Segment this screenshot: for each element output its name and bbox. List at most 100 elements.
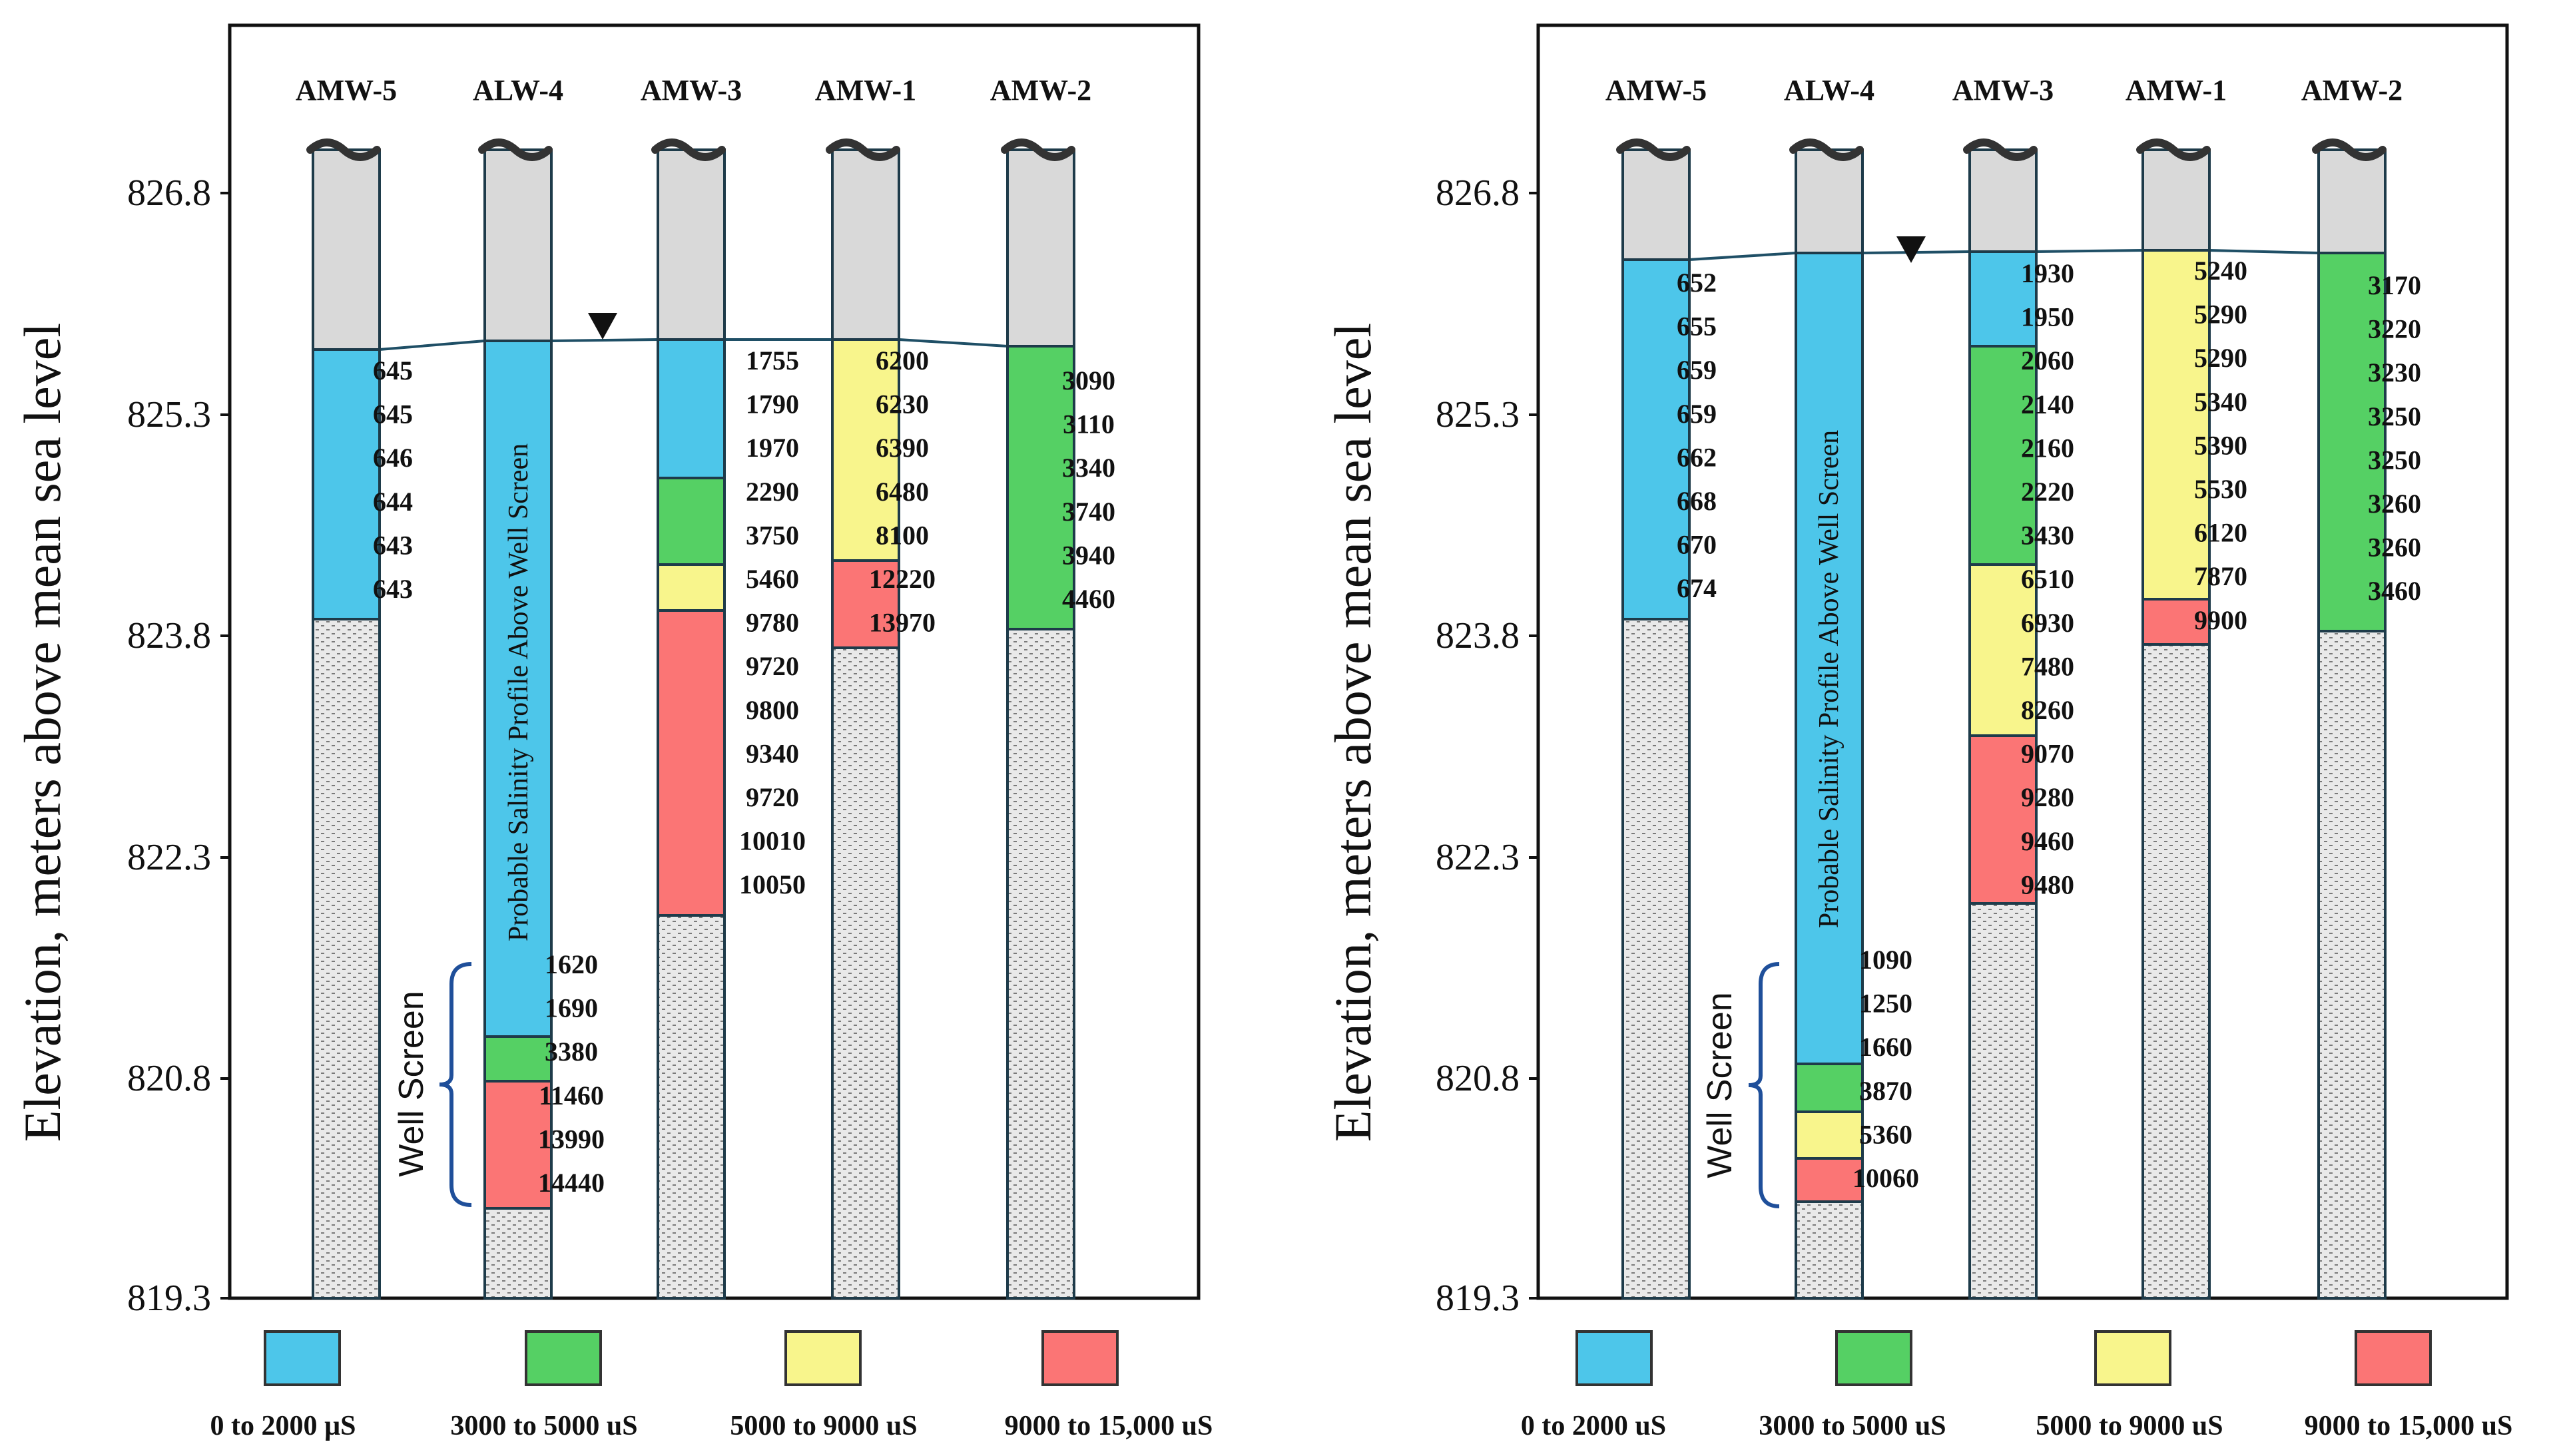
conductivity-value: 3260 [2368, 489, 2421, 519]
conductivity-value: 9720 [746, 651, 799, 681]
well-name: ALW-4 [473, 74, 563, 107]
conductivity-value: 5290 [2194, 300, 2247, 330]
y-tick-label: 825.3 [127, 394, 211, 435]
break-symbol [651, 138, 726, 161]
well-screen-bracket [1748, 962, 1780, 1208]
sediment-fill [2317, 630, 2387, 1300]
sediment-fill [831, 646, 900, 1300]
conductivity-value: 659 [1677, 399, 1717, 429]
conductivity-value: 8260 [2021, 695, 2074, 725]
y-tick-label: 820.8 [1436, 1058, 1520, 1099]
conductivity-value: 3250 [2368, 445, 2421, 475]
conductivity-value: 9070 [2021, 739, 2074, 769]
y-tick-label: 823.8 [1436, 615, 1520, 656]
salinity-segment-blue [312, 348, 381, 620]
well-screen-label: Well Screen [1701, 992, 1739, 1178]
conductivity-value: 1090 [1859, 945, 1912, 975]
conductivity-value: 10050 [739, 869, 806, 899]
y-axis-label: Elevation, meters above mean sea level [13, 323, 71, 1142]
break-symbol [2136, 138, 2211, 161]
legend-label: 9000 to 15,000 uS [2305, 1411, 2513, 1441]
conductivity-value: 14440 [538, 1168, 605, 1198]
conductivity-value: 645 [373, 356, 413, 385]
salinity-segment-yellow [1968, 563, 2038, 737]
salinity-segment-green [1795, 1063, 1864, 1113]
conductivity-value: 5390 [2194, 430, 2247, 460]
conductivity-value: 12220 [869, 564, 936, 594]
legend-label: 3000 to 5000 uS [450, 1411, 637, 1441]
legend-label: 0 to 2000 uS [1521, 1411, 1666, 1441]
conductivity-value: 3170 [2368, 270, 2421, 300]
conductivity-value: 3940 [1062, 540, 1115, 570]
conductivity-value: 5460 [746, 564, 799, 594]
sediment-fill [1006, 628, 1075, 1300]
conductivity-value: 2290 [746, 477, 799, 507]
conductivity-value: 643 [373, 574, 413, 604]
conductivity-value: 1620 [545, 949, 598, 979]
conductivity-value: 5290 [2194, 343, 2247, 373]
salinity-segment-red [2141, 598, 2211, 646]
y-tick-label: 822.3 [127, 837, 211, 878]
conductivity-value: 1970 [746, 433, 799, 463]
y-tick-label: 826.8 [127, 172, 211, 214]
legend-label: 0 to 2000 µS [210, 1411, 356, 1441]
conductivity-value: 5240 [2194, 256, 2247, 286]
sediment-fill [312, 618, 381, 1300]
well-casing [1968, 148, 2038, 253]
well-name: AMW-3 [1952, 74, 2054, 107]
salinity-segment-yellow [2141, 249, 2211, 601]
break-symbol [1001, 138, 1075, 161]
well-name: AMW-5 [1605, 74, 1707, 107]
conductivity-value: 668 [1677, 486, 1717, 516]
conductivity-value: 1950 [2021, 302, 2074, 332]
conductivity-value: 1690 [545, 993, 598, 1023]
salinity-segment-blue [657, 338, 726, 479]
legend-swatch-green [1835, 1330, 1912, 1386]
conductivity-value: 6510 [2021, 564, 2074, 594]
sediment-fill [1795, 1200, 1864, 1300]
salinity-segment-green [483, 1035, 553, 1083]
salinity-segment-red [1968, 734, 2038, 905]
legend-label: 5000 to 9000 uS [730, 1411, 917, 1441]
legend-swatch-blue [1575, 1330, 1653, 1386]
water-level-triangle-icon [1896, 236, 1926, 263]
conductivity-value: 655 [1677, 312, 1717, 342]
conductivity-value: 6390 [876, 433, 929, 463]
salinity-segment-blue [1795, 252, 1864, 1065]
well-casing [312, 148, 381, 351]
well-casing [483, 148, 553, 342]
conductivity-value: 10010 [739, 826, 806, 856]
conductivity-value: 5530 [2194, 474, 2247, 504]
conductivity-value: 9460 [2021, 826, 2074, 856]
break-symbol [1963, 138, 2038, 161]
well-screen-label: Well Screen [392, 991, 431, 1176]
conductivity-value: 3750 [746, 520, 799, 550]
legend-label: 9000 to 15,000 uS [1005, 1411, 1213, 1441]
conductivity-value: 9280 [2021, 782, 2074, 812]
legend-swatch-yellow [784, 1330, 862, 1386]
well-casing [1006, 148, 1075, 348]
well-name: AMW-5 [296, 74, 397, 107]
salinity-segment-blue [1968, 250, 2038, 348]
break-symbol [478, 138, 553, 161]
conductivity-value: 13970 [869, 608, 936, 638]
break-symbol [1789, 138, 1864, 161]
conductivity-value: 3430 [2021, 521, 2074, 551]
legend-swatch-yellow [2094, 1330, 2171, 1386]
conductivity-value: 674 [1677, 573, 1717, 603]
well-casing [2317, 148, 2387, 254]
y-tick-label: 826.8 [1436, 172, 1520, 214]
conductivity-value: 6480 [876, 477, 929, 507]
salinity-segment-red [483, 1080, 553, 1210]
sediment-fill [1621, 618, 1691, 1300]
conductivity-value: 7480 [2021, 651, 2074, 681]
break-symbol [826, 138, 900, 161]
salinity-segment-green [657, 477, 726, 566]
legend-swatch-green [525, 1330, 602, 1386]
conductivity-value: 2140 [2021, 389, 2074, 419]
conductivity-value: 3380 [545, 1037, 598, 1067]
conductivity-value: 644 [373, 487, 413, 517]
salinity-segment-green [1968, 345, 2038, 566]
